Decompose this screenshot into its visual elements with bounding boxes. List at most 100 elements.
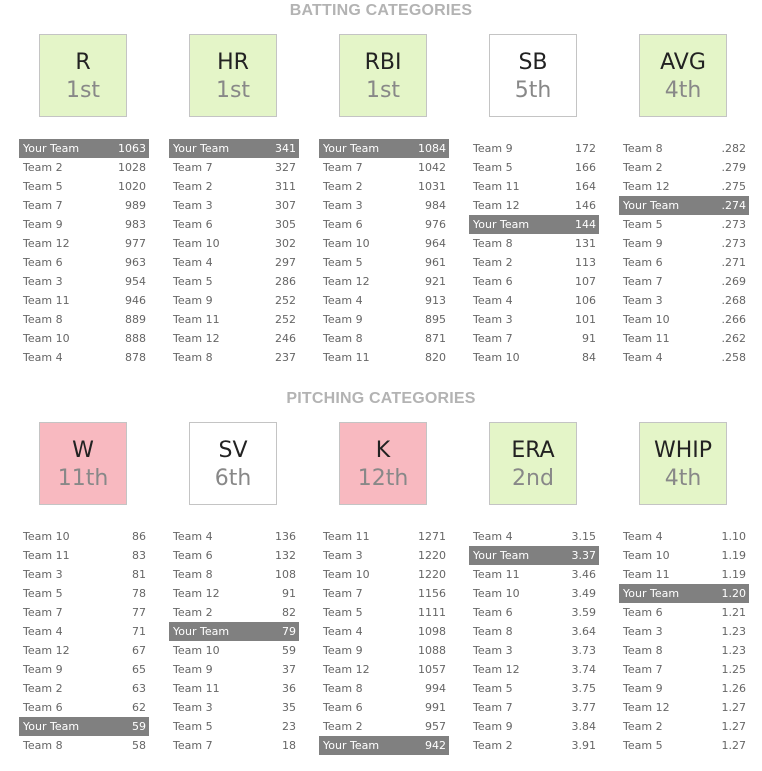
- stat-value: 3.46: [571, 568, 597, 581]
- standings-row: Team 11 83: [19, 546, 149, 565]
- team-name: Team 10: [323, 568, 370, 581]
- team-name: Your Team: [323, 739, 380, 752]
- standings-row: Team 11 .262: [619, 329, 749, 348]
- team-name: Team 2: [173, 180, 213, 193]
- standings-row: Team 7 1042: [319, 158, 449, 177]
- stat-value: 131: [575, 237, 596, 250]
- stat-value: 1271: [418, 530, 446, 543]
- stat-value: 77: [132, 606, 146, 619]
- team-name: Your Team: [23, 142, 80, 155]
- stat-value: 101: [575, 313, 596, 326]
- standings-row: Team 3 954: [19, 272, 149, 291]
- stat-value: 18: [282, 739, 296, 752]
- stat-value: 1.20: [721, 587, 747, 600]
- team-name: Team 8: [23, 739, 63, 752]
- standings-row: Team 4 1098: [319, 622, 449, 641]
- standings-list-whip: Team 4 1.10 Team 10 1.19 Team 11 1.19 Your Tea…: [619, 527, 749, 755]
- standings-row: Team 6 963: [19, 253, 149, 272]
- standings-row: Team 4 106: [469, 291, 599, 310]
- team-name: Team 11: [173, 313, 220, 326]
- standings-row: Team 10 302: [169, 234, 299, 253]
- stat-value: 1.25: [721, 663, 747, 676]
- standings-row: Team 6 3.59: [469, 603, 599, 622]
- standings-row: Team 11 252: [169, 310, 299, 329]
- team-name: Team 11: [623, 568, 670, 581]
- team-name: Your Team: [173, 625, 230, 638]
- standings-row: Team 5 1020: [19, 177, 149, 196]
- standings-row: Team 5 1.27: [619, 736, 749, 755]
- team-name: Team 8: [323, 332, 363, 345]
- category-rank: 2nd: [512, 466, 554, 491]
- standings-row: Team 7 18: [169, 736, 299, 755]
- standings-row: Team 9 172: [469, 139, 599, 158]
- category-rank: 4th: [664, 466, 702, 491]
- standings-list-sb: Team 9 172 Team 5 166 Team 11 164 Team 12 146 Yo…: [469, 139, 599, 367]
- stat-value: 976: [425, 218, 446, 231]
- team-name: Team 10: [323, 237, 370, 250]
- team-name: Your Team: [473, 218, 530, 231]
- team-name: Team 9: [323, 644, 363, 657]
- stat-value: 286: [275, 275, 296, 288]
- standings-row: Team 6 107: [469, 272, 599, 291]
- team-name: Team 8: [473, 625, 513, 638]
- standings-row: Team 12 921: [319, 272, 449, 291]
- stat-value: 3.84: [571, 720, 597, 733]
- standings-row: Team 5 166: [469, 158, 599, 177]
- stat-value: 1.23: [721, 644, 747, 657]
- team-name: Team 4: [323, 625, 363, 638]
- stat-value: 136: [275, 530, 296, 543]
- standings-list-hr: Your Team 341 Team 7 327 Team 2 311 Team 3 307 T…: [169, 139, 299, 367]
- stat-value: 172: [575, 142, 596, 155]
- team-name: Team 5: [323, 256, 363, 269]
- standings-list-era: Team 4 3.15 Your Team 3.37 Team 11 3.46 Team 1…: [469, 527, 599, 755]
- stat-value: 79: [282, 625, 296, 638]
- stat-value: 1.23: [721, 625, 747, 638]
- standings-row: Team 11 1.19: [619, 565, 749, 584]
- standings-row: Team 5 .273: [619, 215, 749, 234]
- stat-value: .282: [721, 142, 747, 155]
- team-name: Team 4: [623, 530, 663, 543]
- standings-row: Team 2 311: [169, 177, 299, 196]
- stat-value: .273: [721, 237, 747, 250]
- standings-row: Team 7 .269: [619, 272, 749, 291]
- stat-value: 91: [582, 332, 596, 345]
- category-rank: 5th: [514, 78, 552, 103]
- team-name: Team 2: [23, 682, 63, 695]
- team-name: Team 3: [23, 275, 63, 288]
- team-name: Team 3: [173, 199, 213, 212]
- category-rank: 1st: [65, 78, 101, 103]
- stat-value: 820: [425, 351, 446, 364]
- standings-row: Team 12 3.74: [469, 660, 599, 679]
- stat-value: 977: [125, 237, 146, 250]
- team-name: Team 12: [623, 180, 670, 193]
- stat-value: .266: [721, 313, 747, 326]
- stat-value: 23: [282, 720, 296, 733]
- standings-row: Team 8 3.64: [469, 622, 599, 641]
- standings-row: Team 6 976: [319, 215, 449, 234]
- team-name: Team 6: [623, 606, 663, 619]
- standings-row: Team 6 .271: [619, 253, 749, 272]
- stat-value: .269: [721, 275, 747, 288]
- stat-value: 3.37: [571, 549, 597, 562]
- stat-value: 59: [282, 644, 296, 657]
- stat-value: 1088: [418, 644, 446, 657]
- standings-row: Team 3 984: [319, 196, 449, 215]
- stat-value: 1156: [418, 587, 446, 600]
- team-name: Your Team: [173, 142, 230, 155]
- stat-value: 964: [425, 237, 446, 250]
- team-name: Team 6: [473, 606, 513, 619]
- stat-value: 3.15: [571, 530, 597, 543]
- stat-value: 994: [425, 682, 446, 695]
- standings-row: Team 12 67: [19, 641, 149, 660]
- team-name: Team 7: [23, 199, 63, 212]
- team-name: Team 3: [323, 199, 363, 212]
- team-name: Team 8: [173, 568, 213, 581]
- standings-row: Team 5 3.75: [469, 679, 599, 698]
- team-name: Team 7: [173, 161, 213, 174]
- standings-row: Team 9 65: [19, 660, 149, 679]
- category-rank: 4th: [664, 78, 702, 103]
- team-name: Team 9: [473, 720, 513, 733]
- standings-list-rbi: Your Team 1084 Team 7 1042 Team 2 1031 Team 3 9…: [319, 139, 449, 367]
- standings-row: Team 10 964: [319, 234, 449, 253]
- stat-value: 307: [275, 199, 296, 212]
